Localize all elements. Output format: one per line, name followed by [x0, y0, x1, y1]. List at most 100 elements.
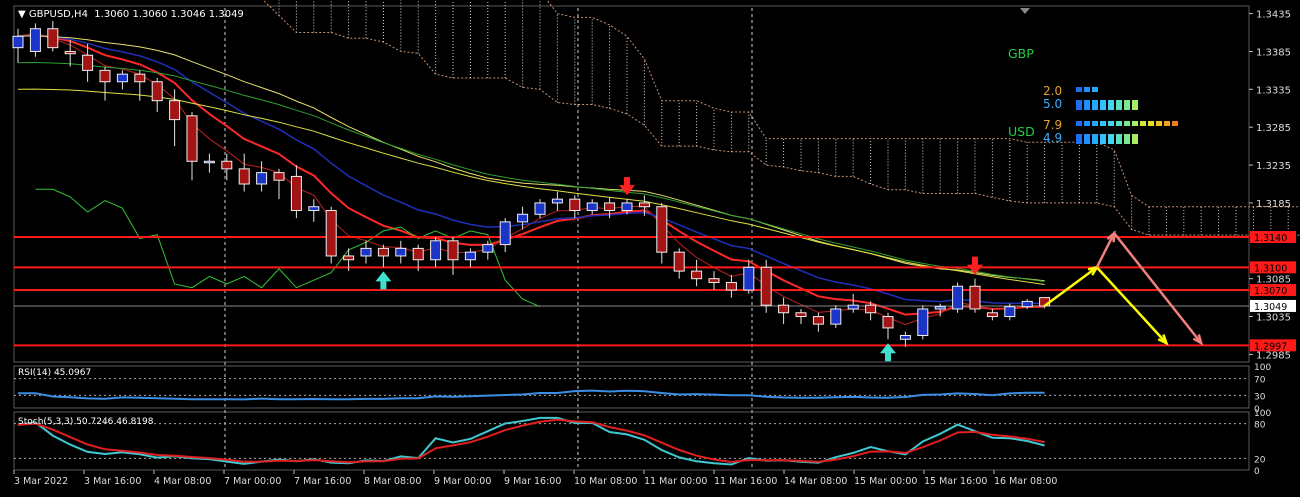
- price-label-text: 1.3140: [1254, 233, 1287, 244]
- forecast-arrowhead: [1192, 334, 1204, 346]
- candle-body: [482, 244, 494, 253]
- candle-body: [830, 308, 842, 325]
- candle-body: [917, 308, 929, 336]
- stoch-label: Stoch(5,3,3) 50.7246 46.8198: [18, 417, 154, 427]
- candle: [82, 43, 94, 82]
- strength-bar: [1084, 100, 1090, 110]
- currency-name: GBP: [1008, 46, 1034, 61]
- rsi-line: [18, 389, 1045, 401]
- sell-arrow-icon: [619, 177, 635, 196]
- candle-body: [691, 270, 703, 280]
- strength-bar: [1084, 121, 1090, 126]
- candle: [586, 199, 598, 215]
- ma-yellow-low: [17, 88, 1045, 285]
- candle: [447, 237, 459, 275]
- time-grid: [224, 8, 753, 470]
- candle: [1004, 303, 1016, 321]
- candle-body: [934, 306, 946, 310]
- candle-body: [273, 172, 285, 181]
- price-label-text: 1.3049: [1254, 302, 1287, 313]
- candle-body: [47, 28, 59, 49]
- dropdown-triangle-icon[interactable]: ▼: [18, 9, 29, 20]
- strength-value: 7.9: [1043, 118, 1062, 132]
- candle-body: [377, 247, 389, 257]
- strength-bar: [1108, 134, 1114, 144]
- candle: [691, 259, 703, 287]
- rsi-label: RSI(14) 45.0967: [18, 368, 92, 378]
- time-tick-label: 16 Mar 08:00: [994, 476, 1057, 487]
- time-tick-label: 4 Mar 08:00: [154, 476, 211, 487]
- strength-bar: [1092, 134, 1098, 144]
- stoch-tick-label: 20: [1254, 455, 1266, 465]
- rsi-pane: 100 70 30 0: [14, 363, 1271, 415]
- stoch-tick-label: 80: [1254, 421, 1266, 431]
- strength-bar: [1108, 100, 1114, 110]
- time-tick-label: 8 Mar 08:00: [364, 476, 421, 487]
- candle: [99, 66, 111, 101]
- strength-bar: [1092, 100, 1098, 110]
- candle-body: [725, 281, 737, 291]
- rsi-tick-label: 70: [1254, 376, 1266, 386]
- strength-bar: [1132, 121, 1138, 126]
- candle: [725, 274, 737, 298]
- candle: [969, 278, 981, 313]
- strength-bar: [1132, 134, 1138, 144]
- candle: [656, 202, 668, 264]
- strength-bar: [1148, 121, 1154, 126]
- strength-value: 4.9: [1043, 131, 1062, 145]
- shift-marker-icon[interactable]: [1020, 8, 1030, 14]
- candle: [238, 153, 250, 192]
- price-label: 1.3140: [1250, 231, 1296, 244]
- candle-body: [256, 172, 268, 185]
- candle: [395, 240, 407, 264]
- candle: [743, 259, 755, 294]
- candle-body: [847, 304, 859, 310]
- candle-body: [743, 266, 755, 291]
- candle: [64, 40, 76, 67]
- candle-body: [812, 316, 824, 325]
- price-label: 1.3100: [1250, 261, 1296, 274]
- candle-body: [134, 73, 146, 83]
- candle-body: [865, 304, 877, 314]
- forecast-paths: [1043, 230, 1204, 346]
- stoch-main-line: [17, 416, 1045, 466]
- candle-body: [778, 304, 790, 314]
- candle: [1021, 299, 1033, 309]
- price-tick-label: 1.3385: [1256, 47, 1291, 58]
- candle: [847, 293, 859, 313]
- time-tick-label: 9 Mar 00:00: [434, 476, 491, 487]
- candle-body: [952, 285, 964, 310]
- candle: [360, 240, 372, 264]
- candle-body: [708, 278, 720, 283]
- price-tick-label: 1.3035: [1256, 313, 1291, 324]
- price-labels: 1.3140 1.3100 1.3070 1.3049 1.2997: [1250, 231, 1296, 352]
- chart-title: ▼ GBPUSD,H4 1.3060 1.3060 1.3046 1.3049: [18, 9, 244, 20]
- candle: [569, 195, 581, 219]
- time-axis: 3 Mar 2022 3 Mar 16:00 4 Mar 08:00 7 Mar 00…: [13, 470, 1057, 487]
- candle: [899, 331, 911, 347]
- strength-bar: [1092, 87, 1098, 92]
- candle: [221, 153, 233, 181]
- candle-body: [673, 251, 685, 272]
- candle: [952, 282, 964, 313]
- candle-body: [499, 221, 511, 246]
- candle: [482, 240, 494, 260]
- currency-name: USD: [1008, 124, 1035, 139]
- candle-body: [551, 198, 563, 204]
- price-tick-label: 1.2985: [1256, 350, 1291, 361]
- forecast-arrowhead: [1106, 230, 1116, 243]
- price-label: 1.3049: [1250, 299, 1296, 313]
- candle-body: [203, 160, 215, 164]
- candle-body: [290, 175, 302, 212]
- candle: [986, 308, 998, 321]
- strength-bar: [1124, 121, 1130, 126]
- strength-bar: [1156, 121, 1162, 126]
- candle: [708, 271, 720, 291]
- candle-body: [882, 316, 894, 329]
- candle-body: [308, 206, 320, 212]
- candle: [534, 199, 546, 219]
- strength-meter: GBP 2.05.0 USD 7.94.9: [1008, 46, 1178, 145]
- price-tick-label: 1.3335: [1256, 85, 1291, 96]
- senkou-span-a: [262, 0, 1300, 236]
